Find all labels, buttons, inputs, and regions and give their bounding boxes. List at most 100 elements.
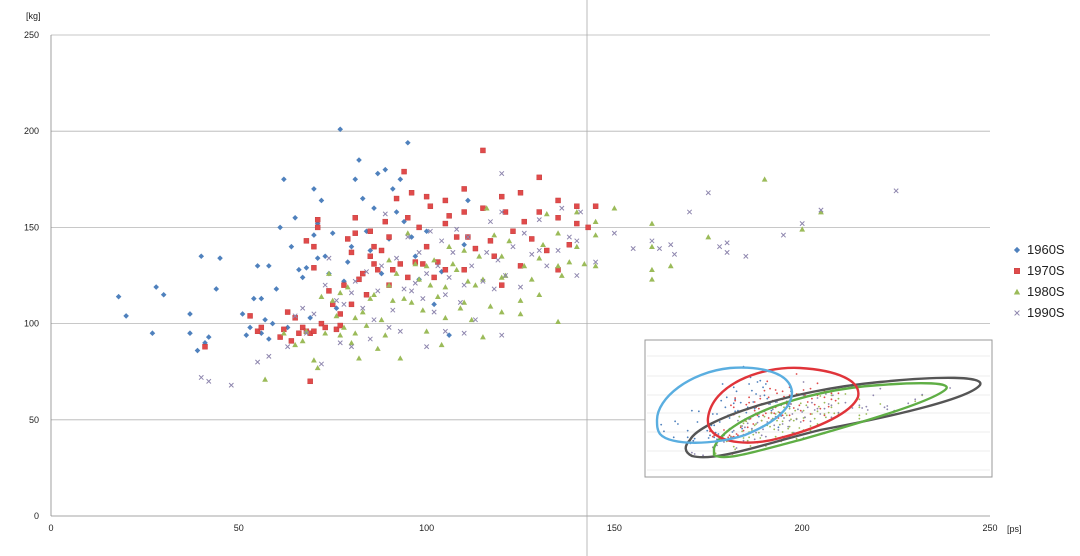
point-1980S: [292, 341, 299, 348]
inset-point-1970S: [767, 417, 770, 419]
inset-point-1990S: [816, 397, 819, 399]
inset-point-1990S: [879, 387, 882, 390]
legend-label: 1960S: [1027, 242, 1065, 257]
point-1970S: [337, 322, 343, 329]
point-1960S: [359, 195, 366, 202]
point-1990S: [630, 246, 636, 252]
point-1970S: [487, 238, 494, 244]
point-1980S: [401, 295, 407, 301]
inset-point-1980S: [778, 423, 781, 426]
point-1980S: [311, 357, 317, 363]
point-1970S: [442, 197, 449, 204]
point-1960S: [239, 311, 246, 317]
inset-point-1990S: [921, 393, 924, 396]
point-1970S: [461, 186, 467, 192]
point-1990S: [668, 242, 674, 248]
point-1970S: [247, 313, 253, 319]
inset-point-1960S: [764, 383, 767, 385]
point-1980S: [483, 205, 490, 211]
inset-point-1980S: [830, 394, 833, 397]
point-1960S: [344, 259, 351, 265]
inset-point-1970S: [735, 433, 738, 435]
series-1980S: [262, 176, 824, 382]
point-1980S: [581, 261, 588, 267]
point-1970S: [296, 330, 302, 336]
legend-entry-1970S: 1970S: [1014, 263, 1065, 278]
inset-point-1960S: [759, 379, 762, 382]
inset-point-1980S: [741, 430, 744, 433]
inset-point-1970S: [802, 389, 805, 391]
point-1960S: [408, 234, 415, 240]
inset-point-1960S: [757, 415, 760, 418]
inset-point-1990S: [865, 405, 868, 408]
point-1980S: [333, 313, 340, 319]
point-1990S: [266, 353, 272, 359]
point-1960S: [288, 243, 295, 250]
point-1970S: [408, 190, 415, 196]
point-1990S: [371, 317, 377, 323]
point-1970S: [322, 324, 328, 331]
point-1990S: [780, 232, 786, 238]
point-1960S: [318, 197, 325, 204]
point-1990S: [574, 272, 580, 279]
point-1980S: [555, 318, 561, 324]
point-1990S: [285, 344, 291, 350]
point-1960S: [149, 330, 156, 337]
inset-point-1990S: [816, 407, 819, 410]
inset-point-1980S: [816, 423, 819, 425]
inset-point-1960S: [686, 436, 689, 439]
point-1990S: [375, 288, 381, 294]
point-1980S: [536, 255, 543, 261]
inset-point-1980S: [774, 435, 777, 438]
inset-point-1990S: [737, 419, 739, 422]
point-1990S: [352, 278, 358, 284]
x-tick-label: 0: [48, 523, 53, 533]
inset-point-1990S: [837, 411, 840, 414]
inset-point-1960S: [728, 417, 731, 419]
point-1980S: [573, 243, 580, 249]
point-1970S: [592, 203, 599, 209]
point-1960S: [367, 247, 374, 254]
inset-point-1980S: [879, 403, 882, 405]
inset-point-1960S: [732, 386, 735, 389]
point-1980S: [799, 226, 806, 232]
legend-label: 1970S: [1027, 263, 1065, 278]
inset-point-1970S: [762, 414, 764, 417]
inset-point-1960S: [788, 405, 791, 408]
axes: [50, 0, 990, 556]
inset-point-1970S: [823, 396, 826, 399]
legend-label: 1990S: [1027, 305, 1065, 320]
inset-point-1990S: [776, 401, 778, 403]
inset-frame: [644, 339, 993, 478]
point-1980S: [540, 241, 546, 248]
point-1980S: [356, 355, 362, 361]
point-1980S: [352, 314, 359, 321]
point-1980S: [705, 234, 712, 240]
inset-point-1990S: [827, 403, 830, 405]
inset-point-1990S: [702, 454, 704, 457]
point-1970S: [382, 218, 388, 225]
inset-point-1980S: [802, 417, 805, 419]
point-1990S: [386, 324, 392, 331]
inset-point-1960S: [706, 429, 709, 432]
inset-point-1980S: [774, 413, 777, 415]
inset-point-1980S: [858, 398, 861, 401]
y-tick-label: 50: [29, 415, 39, 425]
point-1980S: [442, 314, 449, 321]
point-1970S: [420, 261, 426, 267]
inset-point-1980S: [830, 406, 833, 409]
inset-point-1960S: [763, 394, 766, 397]
point-1980S: [517, 311, 524, 317]
inset-point-1980S: [746, 439, 749, 442]
point-1990S: [255, 359, 261, 365]
inset-point-1980S: [791, 431, 794, 434]
inset-point-1970S: [811, 397, 813, 400]
point-1990S: [499, 170, 505, 177]
point-1980S: [318, 293, 325, 299]
inset-point-1980S: [732, 445, 735, 448]
point-1970S: [555, 197, 561, 204]
point-1970S: [521, 218, 527, 225]
inset-point-1990S: [735, 447, 738, 449]
point-1960S: [311, 186, 317, 192]
inset-point-1970S: [799, 409, 802, 412]
